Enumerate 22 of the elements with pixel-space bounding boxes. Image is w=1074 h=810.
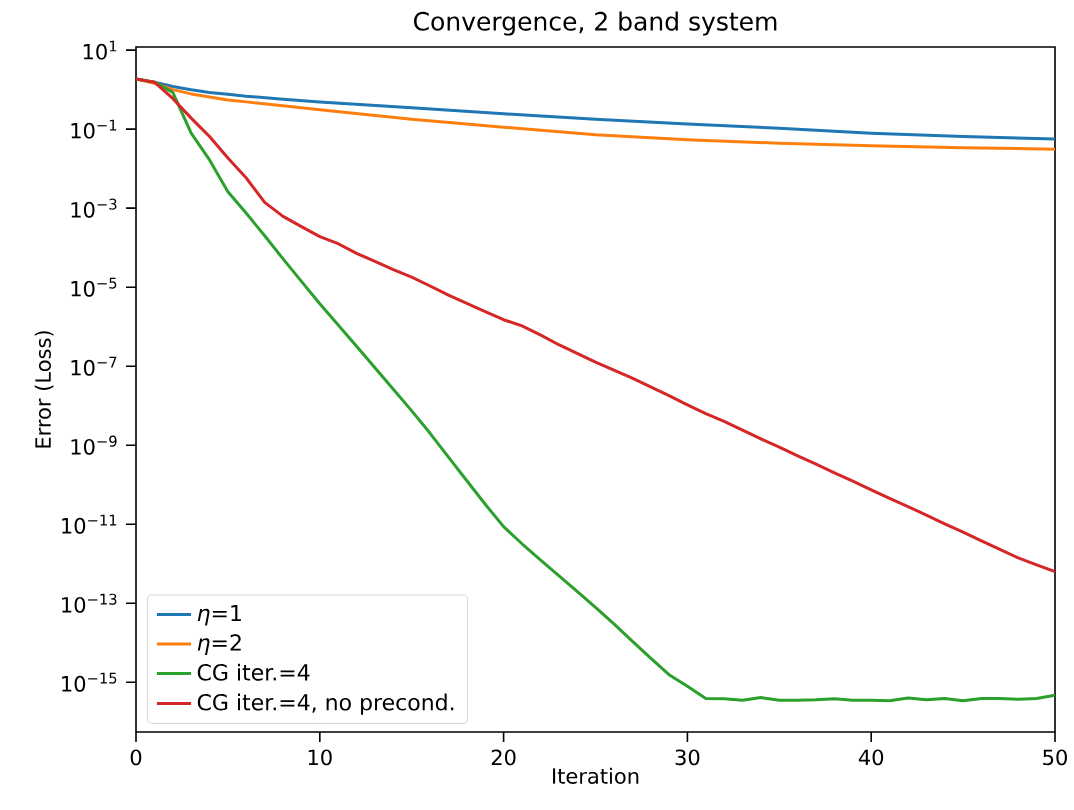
legend-label: CG iter.=4 xyxy=(197,663,310,681)
x-tick-label: 30 xyxy=(675,749,700,766)
y-axis-title: Error (Loss) xyxy=(34,331,54,448)
legend-label: η=2 xyxy=(197,634,241,656)
x-tick-label: 50 xyxy=(1043,749,1067,766)
x-tick-label: 10 xyxy=(308,749,332,766)
y-tick-label: 10$^{−9}$ xyxy=(71,435,117,455)
legend-label: CG iter.=4, no precond. xyxy=(197,693,454,715)
x-axis-title: Iteration xyxy=(553,767,639,784)
y-tick-label: 10$^{−7}$ xyxy=(71,356,117,376)
y-tick-label: 10$^{−13}$ xyxy=(62,593,117,613)
x-tick-label: 0 xyxy=(130,749,142,766)
y-tick-label: 10$^{−11}$ xyxy=(62,514,117,534)
x-tick-label: 40 xyxy=(858,749,884,766)
y-tick-label: 10$^{−3}$ xyxy=(71,198,117,218)
y-tick-label: 10$^{−5}$ xyxy=(71,277,117,297)
y-tick-label: 10$^{−1}$ xyxy=(71,119,117,139)
y-tick-label: 10$^{−15}$ xyxy=(62,672,117,692)
y-tick-label: 10$^{1}$ xyxy=(83,40,117,60)
chart-title: Convergence, 2 band system xyxy=(414,11,777,36)
x-tick-label: 20 xyxy=(491,749,516,766)
legend-label: η=1 xyxy=(197,605,241,626)
